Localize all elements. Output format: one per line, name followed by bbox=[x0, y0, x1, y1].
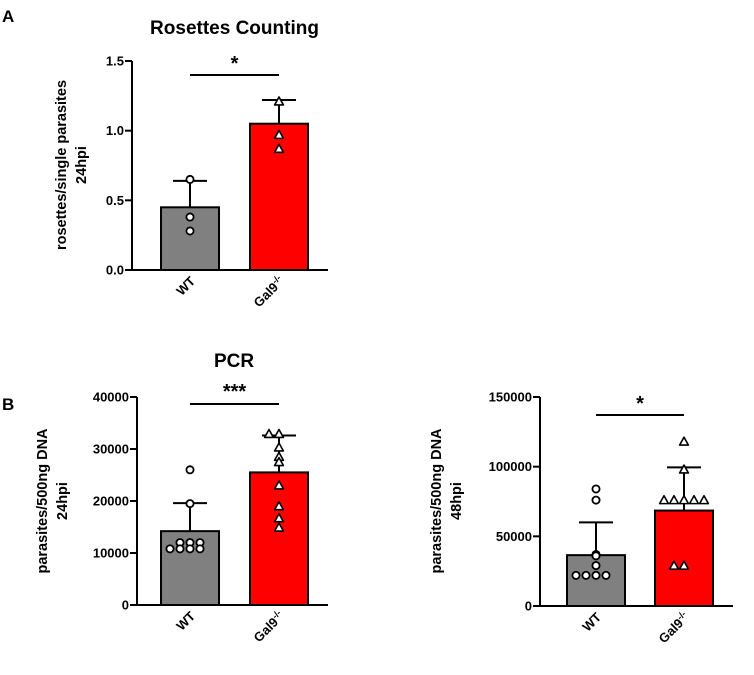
y-axis-label: 24hpi bbox=[74, 146, 90, 184]
chart-title: Rosettes Counting bbox=[150, 18, 319, 39]
y-tick-label: 0 bbox=[122, 598, 129, 613]
y-axis-label: 24hpi bbox=[55, 482, 71, 520]
data-point-circle bbox=[195, 544, 205, 554]
y-tick-label: 10000 bbox=[93, 546, 129, 561]
data-point-triangle bbox=[273, 129, 285, 140]
rosettes-counting-chart: Rosettes Counting 0.0 0.5 1.0 1.5 rosettes/si… bbox=[54, 18, 328, 310]
category-label-wt: WT bbox=[579, 609, 604, 634]
category-label-gal9: Gal9-/- bbox=[250, 273, 287, 310]
data-point-triangle bbox=[273, 143, 285, 154]
data-point-triangle bbox=[698, 494, 710, 505]
data-point-triangle bbox=[273, 456, 285, 467]
data-point-triangle bbox=[273, 442, 285, 452]
data-point-triangle bbox=[273, 512, 285, 523]
category-label-wt: WT bbox=[173, 273, 198, 298]
pcr-48hpi-chart: 0 50000 100000 150000 parasites/500ng DNA 48h… bbox=[429, 390, 733, 646]
y-tick-label: 100000 bbox=[489, 459, 532, 474]
data-point-triangle bbox=[678, 494, 690, 505]
y-tick-label: 40000 bbox=[93, 390, 129, 405]
data-point-triangle bbox=[658, 494, 670, 505]
data-point-triangle bbox=[273, 96, 285, 106]
data-point-triangle bbox=[678, 436, 690, 446]
data-point-circle bbox=[185, 499, 195, 509]
data-point-triangle bbox=[668, 494, 680, 505]
data-point-circle bbox=[185, 465, 195, 475]
y-tick-label: 20000 bbox=[93, 494, 129, 509]
pcr-24hpi-chart: 0 10000 20000 30000 40000 parasites/500ng DNA… bbox=[35, 381, 328, 645]
data-point-circle bbox=[591, 484, 601, 494]
data-point-circle bbox=[185, 212, 195, 222]
category-label-gal9: Gal9-/- bbox=[655, 609, 692, 646]
panel-letter-a: A bbox=[2, 7, 14, 26]
data-point-triangle bbox=[678, 560, 690, 570]
y-axis-label: rosettes/single parasites bbox=[54, 80, 70, 250]
category-superscript: -/- bbox=[270, 608, 283, 621]
y-tick-label: 50000 bbox=[496, 529, 532, 544]
y-axis-label: parasites/500ng DNA bbox=[429, 428, 445, 574]
data-point-circle bbox=[185, 174, 195, 184]
data-point-triangle bbox=[668, 560, 680, 570]
category-label-gal9: Gal9-/- bbox=[250, 608, 287, 645]
data-point-circle bbox=[591, 561, 601, 571]
data-point-triangle bbox=[273, 428, 285, 439]
data-point-circle bbox=[591, 495, 601, 505]
data-point-circle bbox=[185, 226, 195, 236]
y-axis-label: parasites/500ng DNA bbox=[35, 428, 51, 574]
data-point-triangle bbox=[273, 480, 285, 490]
y-tick-label: 0 bbox=[525, 599, 532, 614]
category-superscript: -/- bbox=[270, 273, 283, 286]
bar-wt bbox=[160, 530, 220, 606]
y-tick-label: 1.0 bbox=[106, 123, 124, 138]
data-point-circle bbox=[591, 570, 601, 580]
y-tick-label: 30000 bbox=[93, 442, 129, 457]
y-tick-label: 150000 bbox=[489, 390, 532, 405]
data-point-triangle bbox=[273, 500, 285, 511]
y-tick-label: 1.5 bbox=[106, 54, 124, 69]
data-point-circle bbox=[591, 551, 601, 561]
panel-letter-b: B bbox=[2, 395, 14, 414]
bar-gal9 bbox=[249, 471, 309, 606]
bar-gal9 bbox=[654, 509, 714, 608]
data-point-circle bbox=[571, 570, 581, 580]
y-axis-label: 48hpi bbox=[449, 482, 465, 520]
data-point-circle bbox=[601, 570, 611, 580]
y-tick-label: 0.5 bbox=[106, 193, 124, 208]
y-tick-label: 0.0 bbox=[106, 263, 124, 278]
data-point-triangle bbox=[678, 464, 690, 474]
category-label-wt: WT bbox=[173, 608, 198, 633]
category-superscript: -/- bbox=[675, 609, 688, 622]
data-point-triangle bbox=[688, 494, 700, 505]
data-point-circle bbox=[165, 544, 175, 554]
significance-label: *** bbox=[223, 381, 247, 403]
data-point-triangle bbox=[273, 522, 285, 532]
data-point-circle bbox=[175, 544, 185, 554]
significance-label: * bbox=[636, 393, 644, 415]
pcr-section-title: PCR bbox=[214, 351, 254, 372]
significance-label: * bbox=[231, 53, 239, 75]
data-point-triangle bbox=[263, 428, 275, 439]
data-point-circle bbox=[185, 544, 195, 554]
data-point-circle bbox=[581, 570, 591, 580]
